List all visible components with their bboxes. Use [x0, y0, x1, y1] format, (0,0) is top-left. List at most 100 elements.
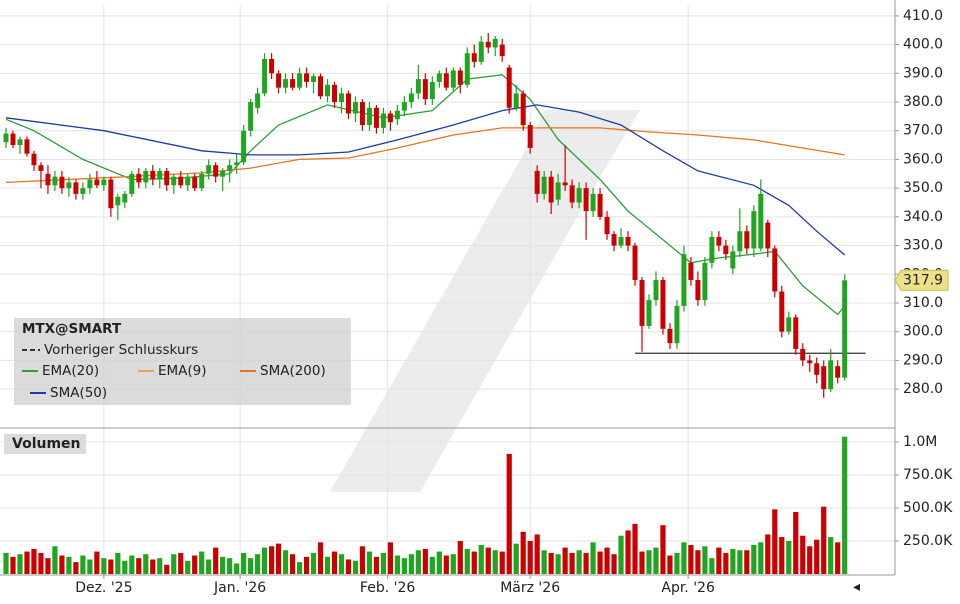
volume-bar: [674, 552, 680, 574]
watermark: [330, 110, 640, 492]
candle-body: [744, 231, 750, 249]
volume-bar: [597, 551, 603, 574]
volume-bar: [576, 550, 582, 574]
x-tick-label: Feb. '26: [360, 580, 415, 596]
volume-bar: [220, 556, 226, 574]
volume-bar: [192, 555, 198, 574]
volume-bar: [793, 511, 799, 574]
candle-body: [569, 185, 575, 203]
volume-panel: [3, 436, 848, 574]
volume-bar: [569, 552, 575, 574]
x-tick-label: Jan. '26: [213, 580, 266, 596]
axes: 280.0290.0300.0310.0320.0330.0340.0350.0…: [75, 8, 953, 596]
candle-body: [653, 280, 659, 301]
candle-body: [786, 317, 792, 332]
volume-bar: [681, 542, 687, 574]
candle-body: [583, 188, 589, 212]
volume-bar: [101, 558, 107, 574]
volume-bar: [618, 535, 624, 574]
volume-bar: [583, 552, 589, 574]
x-tick-label: Dez. '25: [75, 580, 132, 596]
candle-body: [373, 107, 379, 128]
volume-bar: [800, 535, 806, 574]
candle-body: [290, 79, 296, 88]
candle-body: [499, 44, 505, 57]
volume-bar: [185, 560, 191, 574]
candle-body: [737, 231, 743, 252]
volume-bar: [639, 551, 645, 574]
volume-bar: [765, 534, 771, 574]
candle-body: [597, 193, 603, 217]
candle-body: [387, 113, 393, 123]
candle-body: [422, 79, 428, 100]
volume-bar: [94, 551, 100, 574]
volume-bar: [492, 550, 498, 574]
candle-body: [590, 193, 596, 212]
candle-body: [45, 173, 51, 186]
legend: MTX@SMART Vorheriger Schlusskurs EMA(20)…: [14, 318, 351, 405]
candle-body: [842, 280, 848, 378]
candle-body: [248, 102, 254, 131]
candle-body: [241, 130, 247, 163]
candle-body: [723, 245, 729, 255]
legend-label: EMA(9): [158, 363, 207, 379]
volume-bar: [457, 541, 463, 574]
y-tick-label: 360.0: [903, 151, 943, 167]
volume-bar: [387, 542, 394, 574]
volume-bar: [366, 551, 373, 574]
volume-bar: [213, 547, 219, 574]
candle-body: [541, 176, 547, 194]
volume-bar: [548, 552, 554, 574]
volume-bar: [562, 547, 568, 574]
volume-bar: [31, 548, 37, 574]
candle-body: [359, 102, 365, 125]
volume-bar: [625, 530, 631, 574]
candle-body: [828, 360, 834, 390]
candle-body: [821, 366, 827, 390]
volume-bar: [296, 562, 303, 574]
volume-bar: [758, 542, 764, 574]
candle-body: [415, 79, 421, 94]
volume-bar: [835, 542, 841, 574]
candle-body: [297, 73, 303, 88]
candle-body: [10, 133, 16, 146]
volume-bar: [310, 552, 317, 574]
volume-bar: [429, 556, 435, 574]
volume-bar: [373, 556, 380, 574]
y-tick-label: 400.0: [903, 37, 943, 53]
volume-bar: [534, 534, 540, 574]
volume-bar: [415, 550, 421, 574]
candle-body: [129, 173, 135, 194]
volume-bar: [268, 546, 275, 574]
volume-bar: [688, 544, 694, 574]
volume-label: Volumen: [12, 436, 81, 452]
candle-body: [639, 280, 645, 326]
legend-label: EMA(20): [42, 363, 99, 379]
legend-label: Vorheriger Schlusskurs: [44, 342, 198, 358]
volume-bar: [814, 539, 820, 574]
volume-bar: [164, 564, 170, 574]
candle-body: [835, 366, 841, 378]
y-tick-label: 390.0: [903, 65, 943, 81]
volume-bar: [359, 546, 366, 574]
candle-body: [548, 176, 554, 203]
candle-body: [807, 360, 813, 364]
volume-bar: [723, 552, 729, 574]
volume-bar: [520, 531, 526, 574]
candle-body: [716, 236, 722, 246]
volume-bar: [303, 556, 310, 574]
volume-bar: [709, 558, 715, 574]
candle-body: [632, 245, 638, 281]
candle-body: [331, 84, 337, 103]
legend-box: [14, 318, 351, 405]
volume-bar: [3, 552, 9, 574]
volume-bar: [317, 542, 324, 574]
candle-body: [269, 58, 275, 74]
scroll-icon[interactable]: ◂: [853, 579, 860, 595]
candle-body: [576, 188, 582, 203]
candle-body: [450, 70, 456, 88]
candle-body: [136, 173, 142, 183]
candle-body: [157, 170, 163, 180]
y-tick-label: 330.0: [903, 238, 943, 254]
